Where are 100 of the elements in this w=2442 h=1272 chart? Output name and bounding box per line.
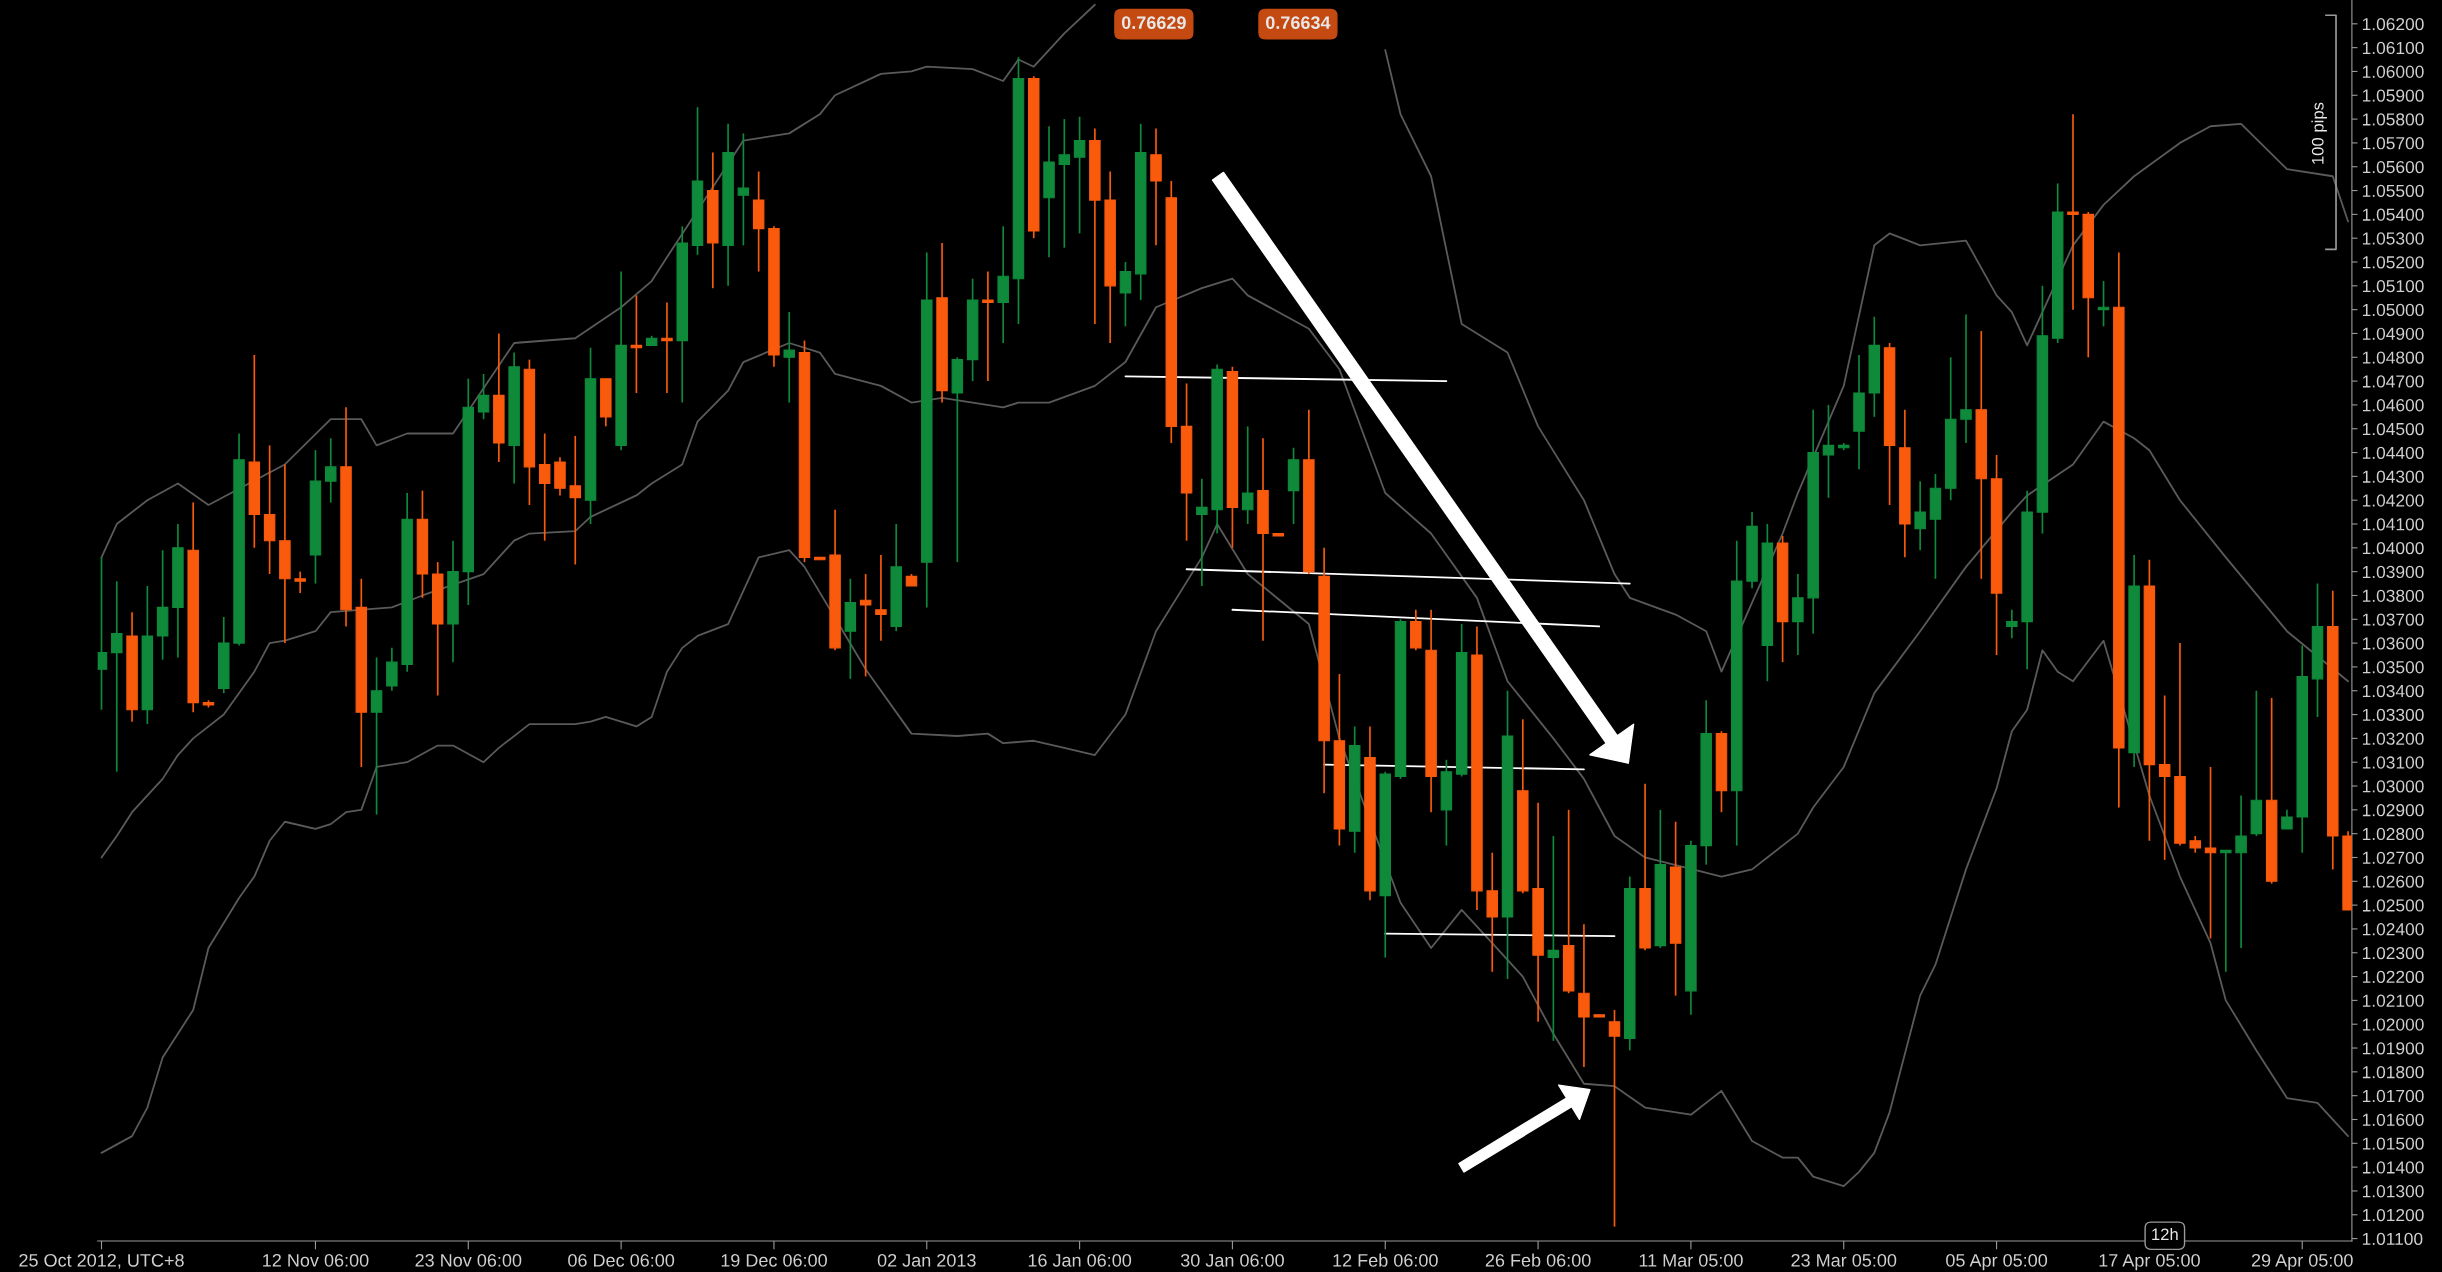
y-tick-label: 1.03700: [2362, 613, 2424, 626]
y-tick-label: 1.04200: [2362, 494, 2424, 507]
candlestick: [783, 311, 795, 404]
y-tick-label: 1.04000: [2362, 542, 2424, 555]
line-series: [1384, 49, 2349, 673]
candlestick: [370, 656, 383, 816]
y-tick-label: 1.03600: [2362, 637, 2424, 650]
y-tick-label: 1.03300: [2362, 708, 2424, 722]
y-tick-label: 1.01300: [2362, 1185, 2424, 1198]
candlestick: [2220, 849, 2232, 973]
y-tick-label: 1.02600: [2362, 875, 2424, 888]
y-tick-label: 1.05200: [2362, 256, 2424, 269]
y-tick-label: 1.02900: [2362, 804, 2424, 817]
y-tick-label: 1.01100: [2362, 1232, 2423, 1246]
y-tick-label: 1.01500: [2362, 1137, 2424, 1150]
y-tick-label: 1.01900: [2362, 1042, 2424, 1055]
y-tick-label: 1.03100: [2362, 756, 2424, 769]
annotation: 100 pips: [2311, 102, 2327, 164]
y-tick-label: 1.01600: [2362, 1113, 2424, 1126]
line-series: [100, 3, 1096, 559]
candlestick: [1119, 261, 1132, 328]
y-tick-label: 1.06200: [2362, 17, 2424, 31]
y-tick-label: 1.05300: [2362, 232, 2424, 245]
x-tick-label: 02 Jan 2013: [877, 1253, 976, 1267]
y-tick-label: 1.03000: [2362, 780, 2424, 793]
y-tick-label: 1.04700: [2362, 375, 2424, 388]
y-tick-label: 1.05400: [2362, 208, 2424, 221]
y-tick-label: 1.05700: [2362, 137, 2424, 150]
candlestick: [1960, 313, 1972, 444]
y-tick-label: 1.06100: [2362, 41, 2424, 55]
x-tick-label: 17 Apr 05:00: [2099, 1253, 2200, 1271]
y-tick-label: 1.01400: [2362, 1161, 2424, 1174]
candlestick: [1608, 1009, 1621, 1228]
candlestick: [1792, 573, 1804, 656]
candlestick: [737, 132, 750, 247]
x-tick-label: 11 Mar 05:00: [1639, 1253, 1743, 1267]
y-tick-label: 1.02700: [2362, 851, 2424, 864]
x-tick-label: 19 Dec 06:00: [721, 1253, 827, 1267]
y-tick-label: 1.04600: [2362, 399, 2424, 412]
line-series: [100, 523, 2349, 1188]
x-tick-label: 25 Oct 2012, UTC+8: [19, 1253, 184, 1269]
x-tick-label: 23 Mar 05:00: [1791, 1253, 1897, 1267]
candlestick: [1578, 923, 1590, 1068]
candlestick: [1241, 425, 1254, 525]
candlestick: [2235, 794, 2247, 949]
annotation: 12h: [2152, 1227, 2178, 1241]
candlestick: [1058, 118, 1071, 249]
y-tick-label: 1.04400: [2362, 446, 2424, 460]
candlestick: [2067, 113, 2079, 311]
y-tick-label: 1.03400: [2362, 684, 2424, 698]
y-tick-label: 1.01800: [2362, 1066, 2424, 1079]
y-tick-label: 1.03800: [2362, 589, 2424, 602]
y-tick-label: 1.06000: [2362, 65, 2424, 78]
x-tick-label: 05 Apr 05:00: [1946, 1253, 2048, 1271]
annotation: 0.76629: [1121, 16, 1186, 30]
candlestick: [538, 432, 551, 542]
y-tick-label: 1.05000: [2362, 303, 2424, 317]
y-tick-label: 1.01200: [2362, 1208, 2424, 1222]
candlestick: [294, 570, 306, 594]
y-tick-label: 1.02400: [2362, 923, 2424, 936]
candlestick: [2204, 766, 2217, 940]
y-tick-label: 1.02100: [2362, 994, 2424, 1007]
x-tick-label: 30 Jan 06:00: [1180, 1253, 1284, 1267]
y-tick-label: 1.02000: [2362, 1018, 2424, 1031]
x-tick-label: 06 Dec 06:00: [568, 1253, 675, 1267]
x-tick-label: 26 Feb 06:00: [1485, 1253, 1591, 1267]
x-tick-label: 12 Nov 06:00: [263, 1253, 369, 1267]
candlestick: [2281, 809, 2293, 830]
y-tick-label: 1.04300: [2362, 470, 2424, 483]
annotation: 0.76634: [1266, 16, 1331, 30]
candlestick: [1073, 115, 1086, 235]
y-tick-label: 1.04900: [2362, 327, 2424, 340]
candlestick: [1822, 404, 1835, 499]
x-tick-label: 16 Jan 06:00: [1028, 1253, 1132, 1267]
candlestick: [324, 437, 337, 504]
x-tick-label: 12 Feb 06:00: [1333, 1253, 1438, 1267]
candlestick: [2158, 694, 2171, 861]
candlestick: [661, 301, 673, 394]
y-tick-label: 1.02500: [2362, 899, 2424, 912]
y-tick-label: 1.05100: [2362, 279, 2424, 293]
candlestick: [386, 647, 398, 692]
y-tick-label: 1.04800: [2362, 351, 2424, 364]
y-tick-label: 1.05600: [2362, 160, 2424, 174]
y-tick-label: 1.02300: [2362, 946, 2424, 960]
y-tick-label: 1.05900: [2362, 89, 2424, 102]
y-tick-label: 1.03200: [2362, 732, 2424, 745]
candlestick: [569, 435, 582, 566]
y-tick-label: 1.05500: [2362, 184, 2424, 198]
candlestick: [875, 554, 887, 642]
candlestick: [97, 556, 108, 711]
x-tick-label: 29 Apr 05:00: [2251, 1253, 2353, 1271]
y-tick-label: 1.03900: [2362, 565, 2424, 579]
x-tick-label: 23 Nov 06:00: [415, 1253, 522, 1267]
candlestick: [1547, 835, 1560, 1042]
candlestick: [982, 270, 994, 382]
y-tick-label: 1.03500: [2362, 661, 2424, 674]
candlestick: [2006, 608, 2018, 640]
y-tick-label: 1.02800: [2362, 827, 2424, 841]
candlestick: [859, 573, 872, 678]
candlestick: [1914, 480, 1926, 552]
